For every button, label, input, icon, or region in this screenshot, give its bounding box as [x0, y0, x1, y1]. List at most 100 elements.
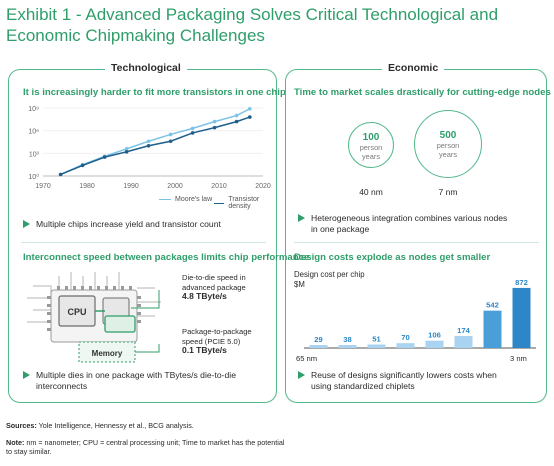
- econ-bullet-2: Reuse of designs significantly lowers co…: [298, 370, 543, 392]
- circle-40nm-unit2: years: [361, 152, 381, 161]
- series-point: [102, 155, 107, 159]
- series-point: [80, 163, 85, 168]
- sources-note: Sources: Yole Intelligence, Hennessy et …: [6, 421, 194, 430]
- page-title-line1: Exhibit 1 - Advanced Packaging Solves Cr…: [6, 5, 499, 24]
- econ-bullet-1-line2: in one package: [311, 224, 370, 234]
- line-chart-y-tick: 10³: [29, 151, 40, 158]
- d2d-line1: Die-to-die speed in: [182, 273, 246, 282]
- design-cost-bar: [309, 345, 328, 348]
- line-chart-x-tick: 2020: [255, 183, 271, 190]
- interconnect-title: Interconnect speed between packages limi…: [23, 252, 310, 263]
- memory-label: Memory: [92, 349, 123, 358]
- line-chart-y-tick: 10⁶: [28, 129, 39, 136]
- bullet-triangle-icon: [23, 371, 30, 379]
- legend-density-label: Transistor density: [228, 196, 260, 210]
- design-cost-bar: [396, 343, 415, 348]
- tech-bullet-2-line2: interconnects: [36, 381, 88, 391]
- design-cost-bar: [367, 344, 386, 348]
- bar-value-label: 106: [428, 331, 441, 340]
- circle-7nm: 500 person years: [414, 110, 482, 178]
- package-pins: [47, 286, 141, 331]
- design-cost-title: Design costs explode as nodes get smalle…: [294, 252, 491, 263]
- circle-40nm-value: 100: [362, 132, 380, 143]
- econ-divider: [294, 242, 539, 243]
- design-cost-ylabel: Design cost per chip $M: [294, 270, 365, 289]
- sources-label: Sources:: [6, 421, 37, 430]
- legend-moores-swatch: [159, 199, 171, 200]
- econ-bullet-1: Heterogeneous integration combines vario…: [298, 213, 543, 235]
- series-point: [234, 113, 239, 118]
- cpu-label: CPU: [67, 307, 86, 317]
- legend-moores-law: Moore's law: [159, 196, 212, 203]
- memory-die: [104, 315, 136, 333]
- p2p-line2: speed (PCIE 5.0): [182, 336, 241, 346]
- p2p-value: 0.1 TByte/s: [182, 345, 227, 355]
- series-line-moores-law: [60, 108, 251, 176]
- die-to-die-speed: Die-to-die speed in advanced package 4.8…: [182, 273, 246, 302]
- series-point: [248, 106, 252, 111]
- line-chart-x-tick: 1990: [123, 183, 139, 190]
- line-chart-y-tick: 10⁰: [28, 173, 39, 181]
- tech-divider: [21, 242, 266, 243]
- bar-value-label: 542: [486, 301, 499, 310]
- design-cost-ylabel-line1: Design cost per chip: [294, 270, 365, 279]
- circle-40nm-unit1: person: [359, 143, 383, 152]
- circle-40nm-node: 40 nm: [359, 187, 383, 197]
- series-point: [248, 115, 252, 119]
- design-cost-bar: [454, 336, 473, 348]
- design-cost-bar: [338, 345, 357, 348]
- series-point: [212, 119, 217, 124]
- d2d-callout-line: [131, 290, 160, 309]
- time-to-market-title: Time to market scales drastically for cu…: [294, 87, 551, 98]
- line-chart-x-tick: 1980: [79, 183, 95, 190]
- series-point: [212, 125, 217, 130]
- page-title-line2: Economic Chipmaking Challenges: [6, 26, 265, 45]
- series-point: [124, 147, 129, 151]
- p2p-callout-line: [135, 344, 160, 353]
- bullet-triangle-icon: [23, 220, 30, 228]
- series-point: [168, 139, 173, 144]
- tech-bullet-2-line1: Multiple dies in one package with TBytes…: [36, 370, 236, 380]
- bar-value-label: 38: [343, 335, 351, 344]
- tech-bullet-1-text: Multiple chips increase yield and transi…: [36, 219, 221, 229]
- sources-text: Yole Intelligence, Hennessy et al., BCG …: [36, 421, 194, 430]
- bullet-triangle-icon: [298, 371, 305, 379]
- design-cost-bar: [425, 340, 444, 348]
- econ-bullet-1-text: Heterogeneous integration combines vario…: [311, 213, 507, 235]
- package-to-package-speed: Package-to-package speed (PCIE 5.0) 0.1 …: [182, 327, 252, 356]
- series-point: [146, 139, 151, 144]
- note-text: nm = nanometer; CPU = central processing…: [24, 438, 285, 447]
- series-point: [124, 150, 129, 154]
- design-cost-bar: [483, 310, 502, 348]
- note-label: Note:: [6, 438, 25, 447]
- economic-label: Economic: [382, 62, 445, 74]
- series-point: [234, 119, 239, 124]
- circle-7nm-node: 7 nm: [438, 187, 458, 197]
- economic-panel: Economic Time to market scales drastical…: [285, 62, 551, 403]
- series-point: [58, 172, 63, 177]
- circle-7nm-unit1: person: [436, 141, 460, 150]
- note-line2: to stay similar.: [6, 447, 52, 456]
- series-point: [190, 126, 195, 131]
- line-chart-x-tick: 1970: [35, 183, 51, 190]
- econ-bullet-2-line1: Reuse of designs significantly lowers co…: [311, 370, 497, 380]
- bar-value-label: 70: [401, 333, 409, 342]
- bullet-triangle-icon: [298, 214, 305, 222]
- bar-value-label: 29: [314, 335, 322, 344]
- footnote: Note: nm = nanometer; CPU = central proc…: [6, 438, 284, 456]
- series-point: [168, 132, 173, 137]
- bar-value-label: 51: [372, 334, 381, 343]
- design-cost-bar: [512, 287, 531, 348]
- tech-bullet-1: Multiple chips increase yield and transi…: [23, 219, 273, 230]
- series-point: [190, 131, 195, 135]
- line-chart-x-tick: 2000: [167, 183, 183, 190]
- design-cost-bar-chart: 29 38 51 70 106 174 542 872: [304, 278, 536, 349]
- series-line-transistor-density: [60, 116, 251, 176]
- transistor-line-chart: 10⁰ 10³ 10⁶ 10⁹ 1970 1980 1990 2000 2010 2020: [28, 106, 271, 190]
- d2d-value: 4.8 TByte/s: [182, 291, 227, 301]
- circle-7nm-unit2: years: [438, 150, 458, 159]
- econ-bullet-2-text: Reuse of designs significantly lowers co…: [311, 370, 497, 392]
- econ-bullet-2-line2: using standardized chiplets: [311, 381, 415, 391]
- legend-moores-label: Moore's law: [175, 196, 213, 203]
- circle-40nm: 100 person years: [348, 122, 394, 168]
